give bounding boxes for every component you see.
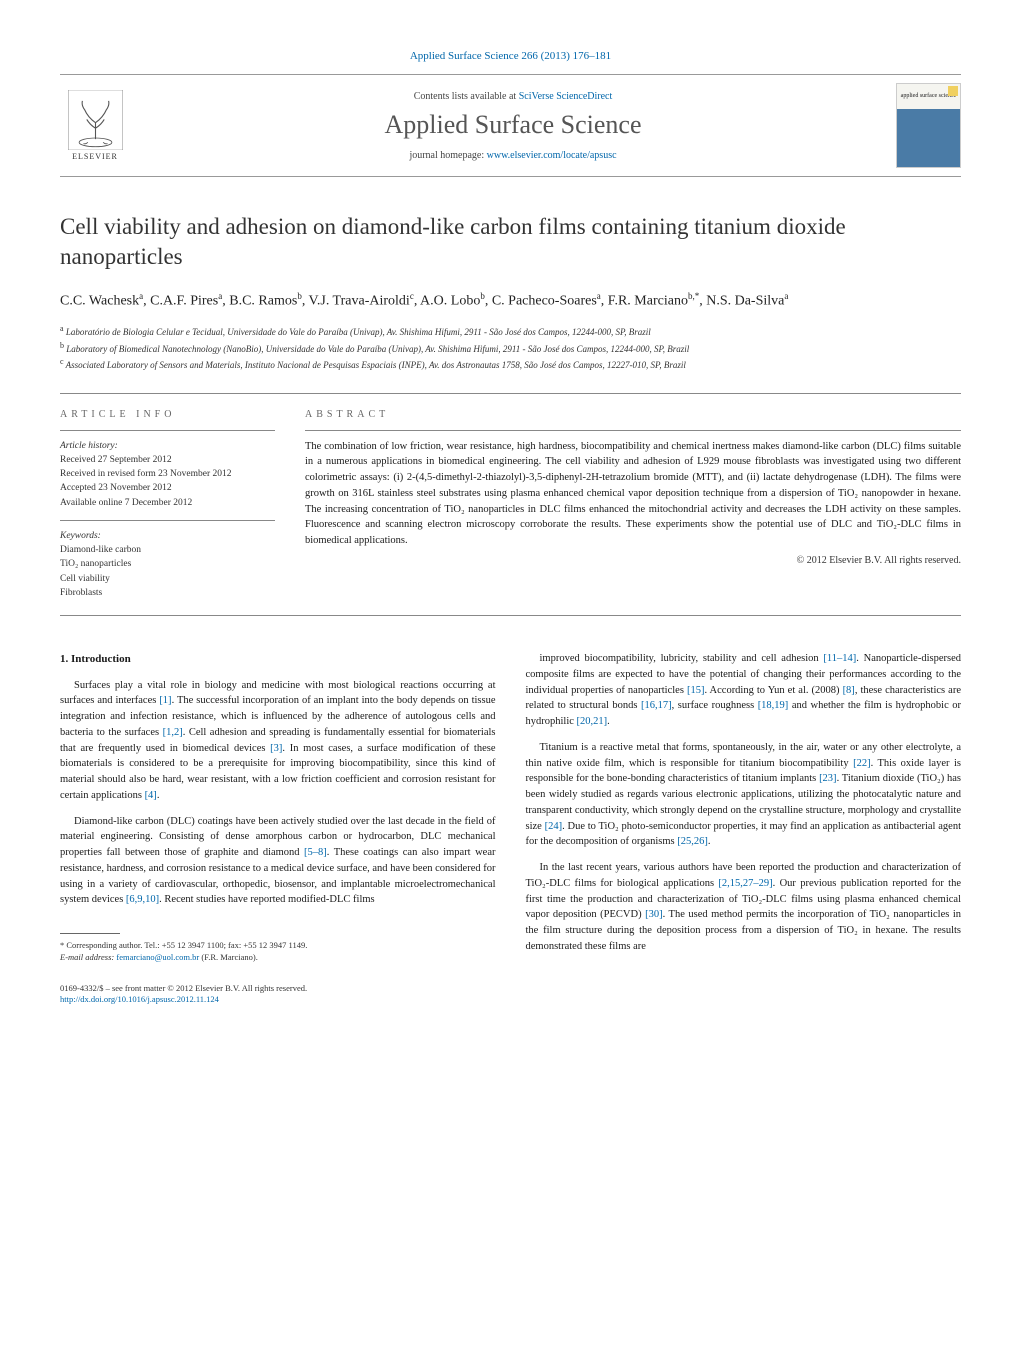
elsevier-logo: ELSEVIER xyxy=(60,86,130,166)
affiliation-line: c Associated Laboratory of Sensors and M… xyxy=(60,356,961,373)
email-author: (F.R. Marciano). xyxy=(201,952,257,962)
journal-header-bar: ELSEVIER Contents lists available at Sci… xyxy=(60,74,961,177)
citation-link[interactable]: [16,17] xyxy=(641,700,672,711)
doi-link[interactable]: http://dx.doi.org/10.1016/j.apsusc.2012.… xyxy=(60,994,219,1004)
affiliation-list: a Laboratório de Biologia Celular e Teci… xyxy=(60,323,961,373)
column-right: improved biocompatibility, lubricity, st… xyxy=(526,651,962,965)
revised-date: Received in revised form 23 November 201… xyxy=(60,467,275,481)
abstract-block: abstract The combination of low friction… xyxy=(305,409,961,601)
contents-available-line: Contents lists available at SciVerse Sci… xyxy=(130,91,896,102)
body-paragraph: Diamond-like carbon (DLC) coatings have … xyxy=(60,814,496,909)
divider-bottom xyxy=(60,615,961,616)
section-heading: 1. Introduction xyxy=(60,651,496,668)
body-text-columns: 1. Introduction Surfaces play a vital ro… xyxy=(60,651,961,965)
citation-link[interactable]: [1,2] xyxy=(163,727,183,738)
email-label: E-mail address: xyxy=(60,952,114,962)
citation-link[interactable]: [22] xyxy=(853,758,871,769)
citation-link[interactable]: [24] xyxy=(545,821,563,832)
corresponding-line: * Corresponding author. Tel.: +55 12 394… xyxy=(60,940,496,952)
citation-link[interactable]: [23] xyxy=(819,773,837,784)
article-title: Cell viability and adhesion on diamond-l… xyxy=(60,212,961,272)
affiliation-line: a Laboratório de Biologia Celular e Teci… xyxy=(60,323,961,340)
body-paragraph: Titanium is a reactive metal that forms,… xyxy=(526,740,962,850)
issn-line: 0169-4332/$ – see front matter © 2012 El… xyxy=(60,983,961,995)
keyword-item: TiO₂ nanoparticles xyxy=(60,557,275,571)
keyword-item: Fibroblasts xyxy=(60,586,275,600)
elsevier-text: ELSEVIER xyxy=(72,152,118,161)
citation-link[interactable]: [3] xyxy=(270,743,282,754)
abstract-heading: abstract xyxy=(305,409,961,420)
body-paragraph: Surfaces play a vital role in biology an… xyxy=(60,678,496,804)
body-paragraph: improved biocompatibility, lubricity, st… xyxy=(526,651,962,730)
corresponding-author-footnote: * Corresponding author. Tel.: +55 12 394… xyxy=(60,940,496,964)
citation-link[interactable]: [18,19] xyxy=(758,700,789,711)
citation-link[interactable]: [30] xyxy=(645,909,663,920)
abstract-text: The combination of low friction, wear re… xyxy=(305,439,961,549)
sciverse-link[interactable]: SciVerse ScienceDirect xyxy=(519,91,613,102)
contents-prefix: Contents lists available at xyxy=(414,91,519,102)
citation-link[interactable]: [2,15,27–29] xyxy=(718,878,772,889)
citation-link[interactable]: [25,26] xyxy=(677,836,708,847)
keyword-item: Cell viability xyxy=(60,572,275,586)
homepage-url[interactable]: www.elsevier.com/locate/apsusc xyxy=(487,150,617,161)
email-link[interactable]: femarciano@uol.com.br xyxy=(116,952,199,962)
footnote-rule xyxy=(60,933,120,934)
online-date: Available online 7 December 2012 xyxy=(60,496,275,510)
author-list: C.C. Wacheska, C.A.F. Piresa, B.C. Ramos… xyxy=(60,290,961,311)
citation-link[interactable]: [20,21] xyxy=(577,716,608,727)
accepted-date: Accepted 23 November 2012 xyxy=(60,481,275,495)
abstract-copyright: © 2012 Elsevier B.V. All rights reserved… xyxy=(305,555,961,566)
homepage-prefix: journal homepage: xyxy=(409,150,486,161)
section-title: Introduction xyxy=(71,653,131,665)
citation-link[interactable]: [4] xyxy=(145,790,157,801)
column-left: 1. Introduction Surfaces play a vital ro… xyxy=(60,651,496,965)
section-number: 1. xyxy=(60,653,68,665)
affiliation-line: b Laboratory of Biomedical Nanotechnolog… xyxy=(60,340,961,357)
keywords-block: Keywords: Diamond-like carbonTiO₂ nanopa… xyxy=(60,529,275,600)
citation-link[interactable]: [1] xyxy=(159,695,171,706)
article-info-heading: article info xyxy=(60,409,275,420)
citation-link[interactable]: [6,9,10] xyxy=(126,894,159,905)
article-history: Article history: Received 27 September 2… xyxy=(60,439,275,510)
citation-link[interactable]: [5–8] xyxy=(304,847,327,858)
bottom-publication-info: 0169-4332/$ – see front matter © 2012 El… xyxy=(60,983,961,1007)
keyword-item: Diamond-like carbon xyxy=(60,543,275,557)
article-info-block: article info Article history: Received 2… xyxy=(60,409,275,601)
citation-link[interactable]: [8] xyxy=(843,685,855,696)
citation-header: Applied Surface Science 266 (2013) 176–1… xyxy=(60,50,961,62)
journal-center-block: Contents lists available at SciVerse Sci… xyxy=(130,91,896,161)
keywords-label: Keywords: xyxy=(60,529,275,543)
body-paragraph: In the last recent years, various author… xyxy=(526,860,962,955)
journal-cover-thumbnail: applied surface science xyxy=(896,83,961,168)
divider-top xyxy=(60,393,961,394)
citation-link[interactable]: [15] xyxy=(687,685,705,696)
elsevier-tree-icon xyxy=(68,90,123,150)
homepage-line: journal homepage: www.elsevier.com/locat… xyxy=(130,150,896,161)
history-label: Article history: xyxy=(60,439,275,453)
journal-title: Applied Surface Science xyxy=(130,110,896,140)
citation-link[interactable]: [11–14] xyxy=(823,653,856,664)
received-date: Received 27 September 2012 xyxy=(60,453,275,467)
